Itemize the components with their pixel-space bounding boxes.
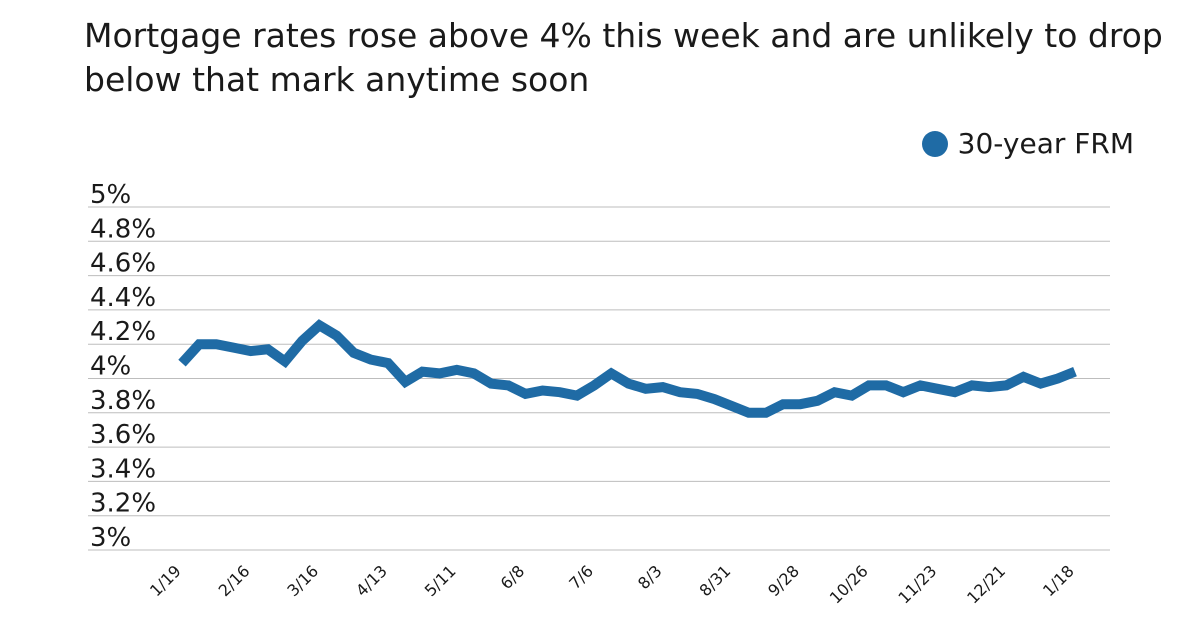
x-tick-label: 10/26 bbox=[826, 561, 872, 607]
x-tick-label: 6/8 bbox=[497, 561, 529, 593]
series-layer bbox=[178, 319, 1077, 418]
chart-title: Mortgage rates rose above 4% this week a… bbox=[84, 16, 1163, 99]
y-tick-label: 4.6% bbox=[90, 249, 156, 279]
x-tick-label: 8/3 bbox=[634, 561, 666, 593]
legend: 30-year FRM bbox=[921, 127, 1134, 160]
x-tick-label: 8/31 bbox=[696, 561, 735, 600]
x-tick-label: 7/6 bbox=[565, 561, 597, 593]
y-tick-label: 4.4% bbox=[90, 283, 156, 313]
y-tick-label: 5% bbox=[90, 180, 131, 210]
x-tick-label: 12/21 bbox=[963, 561, 1009, 607]
y-tick-label: 3.2% bbox=[90, 489, 156, 519]
y-tick-label: 3.8% bbox=[90, 386, 156, 416]
x-tick-label: 1/18 bbox=[1039, 561, 1078, 600]
y-tick-label: 3% bbox=[90, 523, 131, 553]
y-tick-label: 4.8% bbox=[90, 214, 156, 244]
y-axis-ticks: 5% 4.8% 4.6% 4.4% 4.2% 4% 3.8% 3.6% 3.4% 3.2% 3% bbox=[90, 180, 156, 553]
x-tick-label: 3/16 bbox=[283, 561, 322, 600]
x-tick-label: 2/16 bbox=[215, 561, 254, 600]
x-tick-label: 11/23 bbox=[894, 561, 940, 607]
x-tick-label: 5/11 bbox=[421, 561, 460, 600]
y-tick-label: 3.4% bbox=[90, 454, 156, 484]
series-line-30-year-frm bbox=[178, 319, 1077, 418]
x-tick-label: 4/13 bbox=[352, 561, 391, 600]
x-tick-label: 1/19 bbox=[146, 561, 185, 600]
x-tick-label: 9/28 bbox=[764, 561, 803, 600]
legend-marker bbox=[921, 130, 948, 157]
legend-label: 30-year FRM bbox=[957, 127, 1134, 160]
y-tick-label: 4.2% bbox=[90, 317, 156, 347]
x-axis-ticks: 1/19 2/16 3/16 4/13 5/11 6/8 7/6 8/3 8/31 9/28 10/… bbox=[146, 561, 1078, 607]
y-tick-label: 4% bbox=[90, 352, 131, 382]
y-tick-label: 3.6% bbox=[90, 420, 156, 450]
